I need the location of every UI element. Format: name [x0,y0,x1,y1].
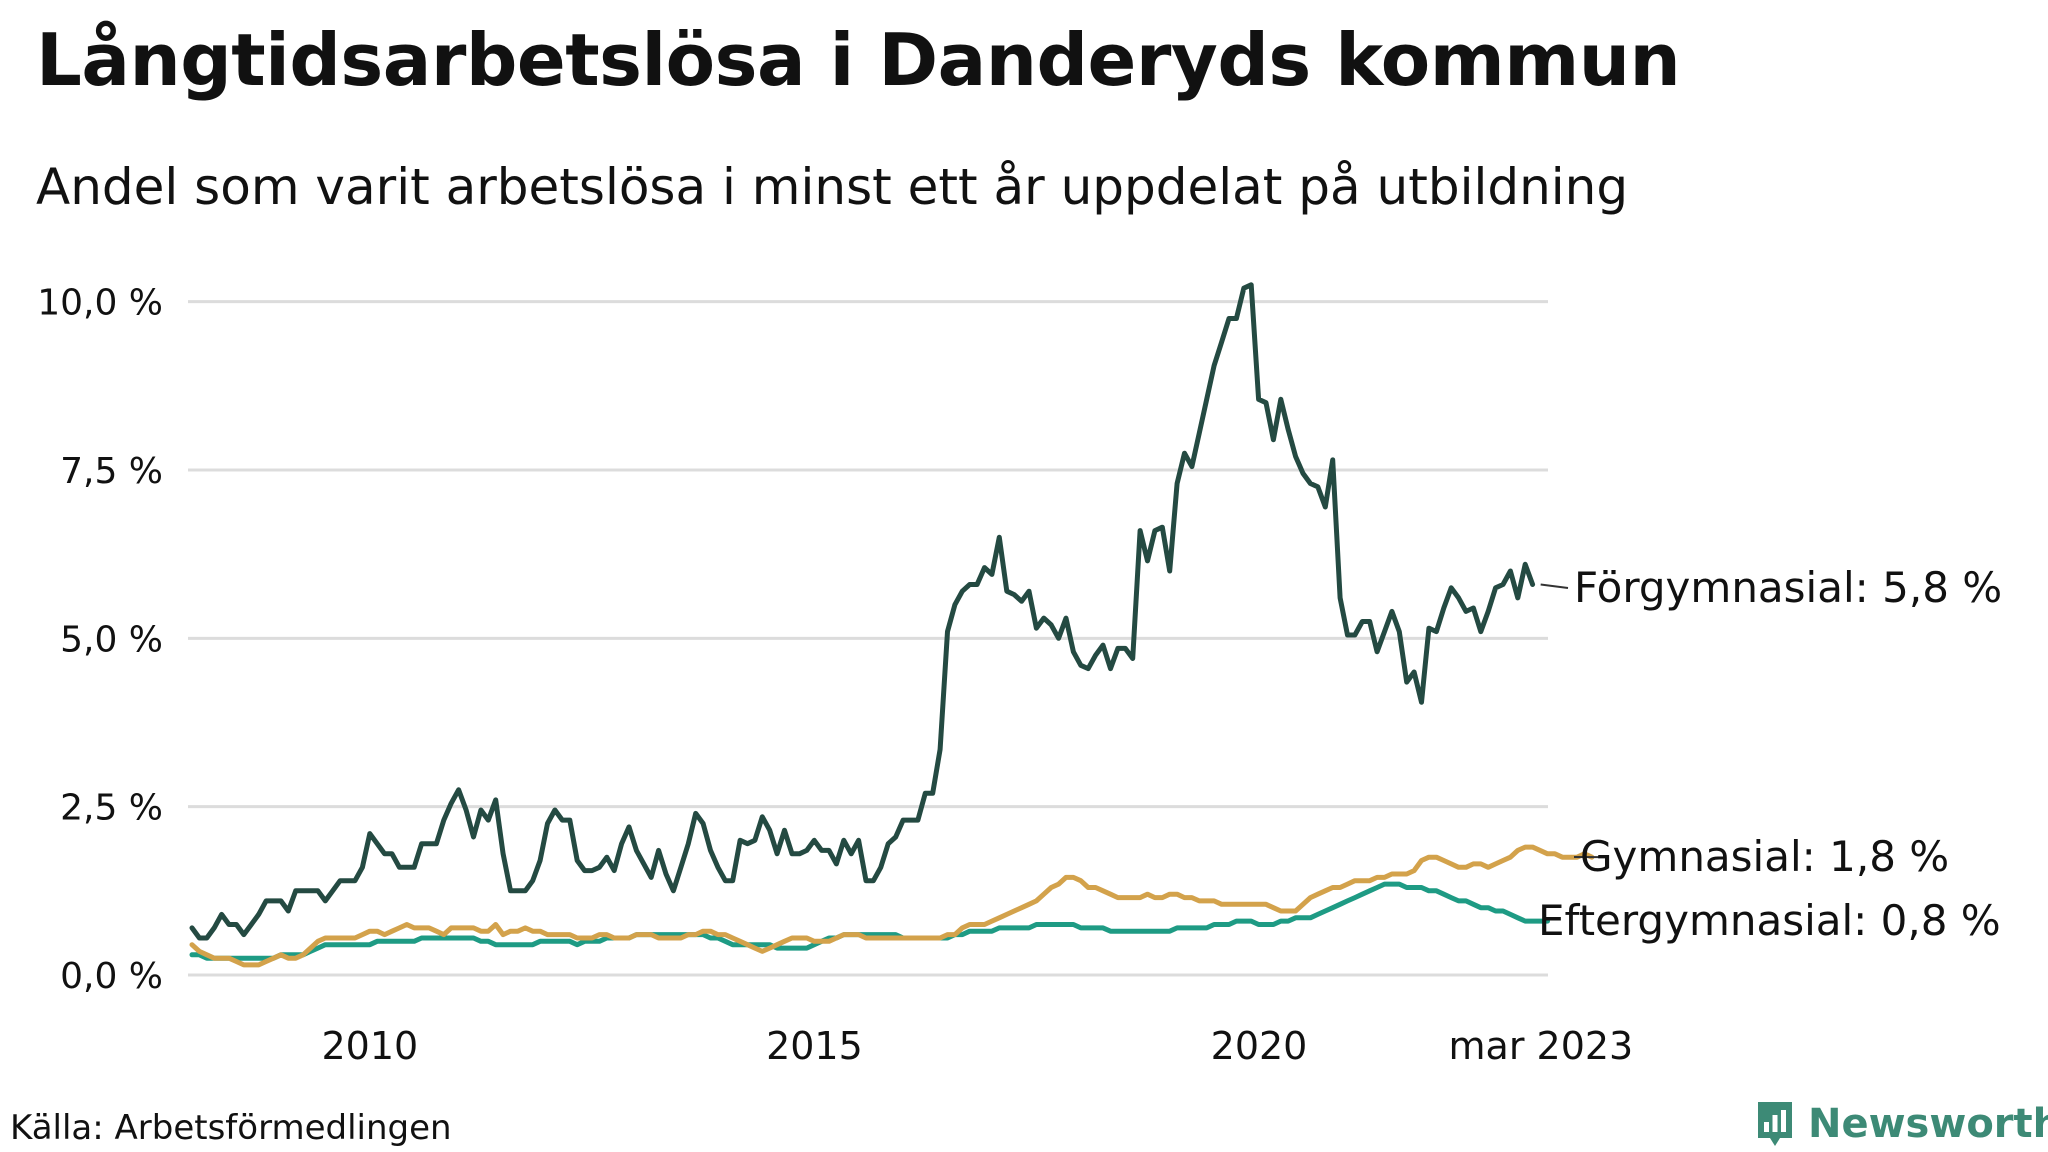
end-label-eftergymnasial: Eftergymnasial: 0,8 % [1538,896,2001,945]
x-tick-label: 2010 [321,1024,418,1068]
end-of-line-labels: Förgymnasial: 5,8 % Gymnasial: 1,8 % Efter… [1538,563,2002,945]
y-tick-label: 5,0 % [60,619,163,660]
x-tick-label: 2015 [766,1024,863,1068]
brand-name: Newsworthy [1808,1101,2048,1147]
y-tick-label: 10,0 % [37,283,163,324]
end-label-förgymnasial: Förgymnasial: 5,8 % [1574,563,2002,612]
y-axis-tick-labels: 0,0 % 2,5 % 5,0 % 7,5 % 10,0 % [37,283,163,997]
gridlines [188,300,1548,977]
end-label-connector [1540,583,1569,589]
source-note: Källa: Arbetsförmedlingen [10,1108,452,1148]
series-line-förgymnasial [189,282,1536,941]
chart-subtitle: Andel som varit arbetslösa i minst ett å… [36,158,1629,216]
brand-logo[interactable]: Newsworthy [1754,1098,2048,1150]
series-lines [189,282,1595,968]
series-line-eftergymnasial [189,881,1550,961]
y-tick-label: 7,5 % [60,451,163,492]
x-axis-tick-labels: 2010 2015 2020 mar 2023 [321,1024,1633,1068]
end-label-gymnasial: Gymnasial: 1,8 % [1580,832,1949,881]
chart-title: Långtidsarbetslösa i Danderyds kommun [36,18,1681,102]
newsworthy-logo-icon [1758,1102,1792,1146]
y-tick-label: 0,0 % [60,956,163,997]
y-tick-label: 2,5 % [60,788,163,829]
x-tick-label: 2020 [1211,1024,1308,1068]
x-tick-label: mar 2023 [1449,1024,1634,1068]
series-line-gymnasial [189,844,1595,968]
